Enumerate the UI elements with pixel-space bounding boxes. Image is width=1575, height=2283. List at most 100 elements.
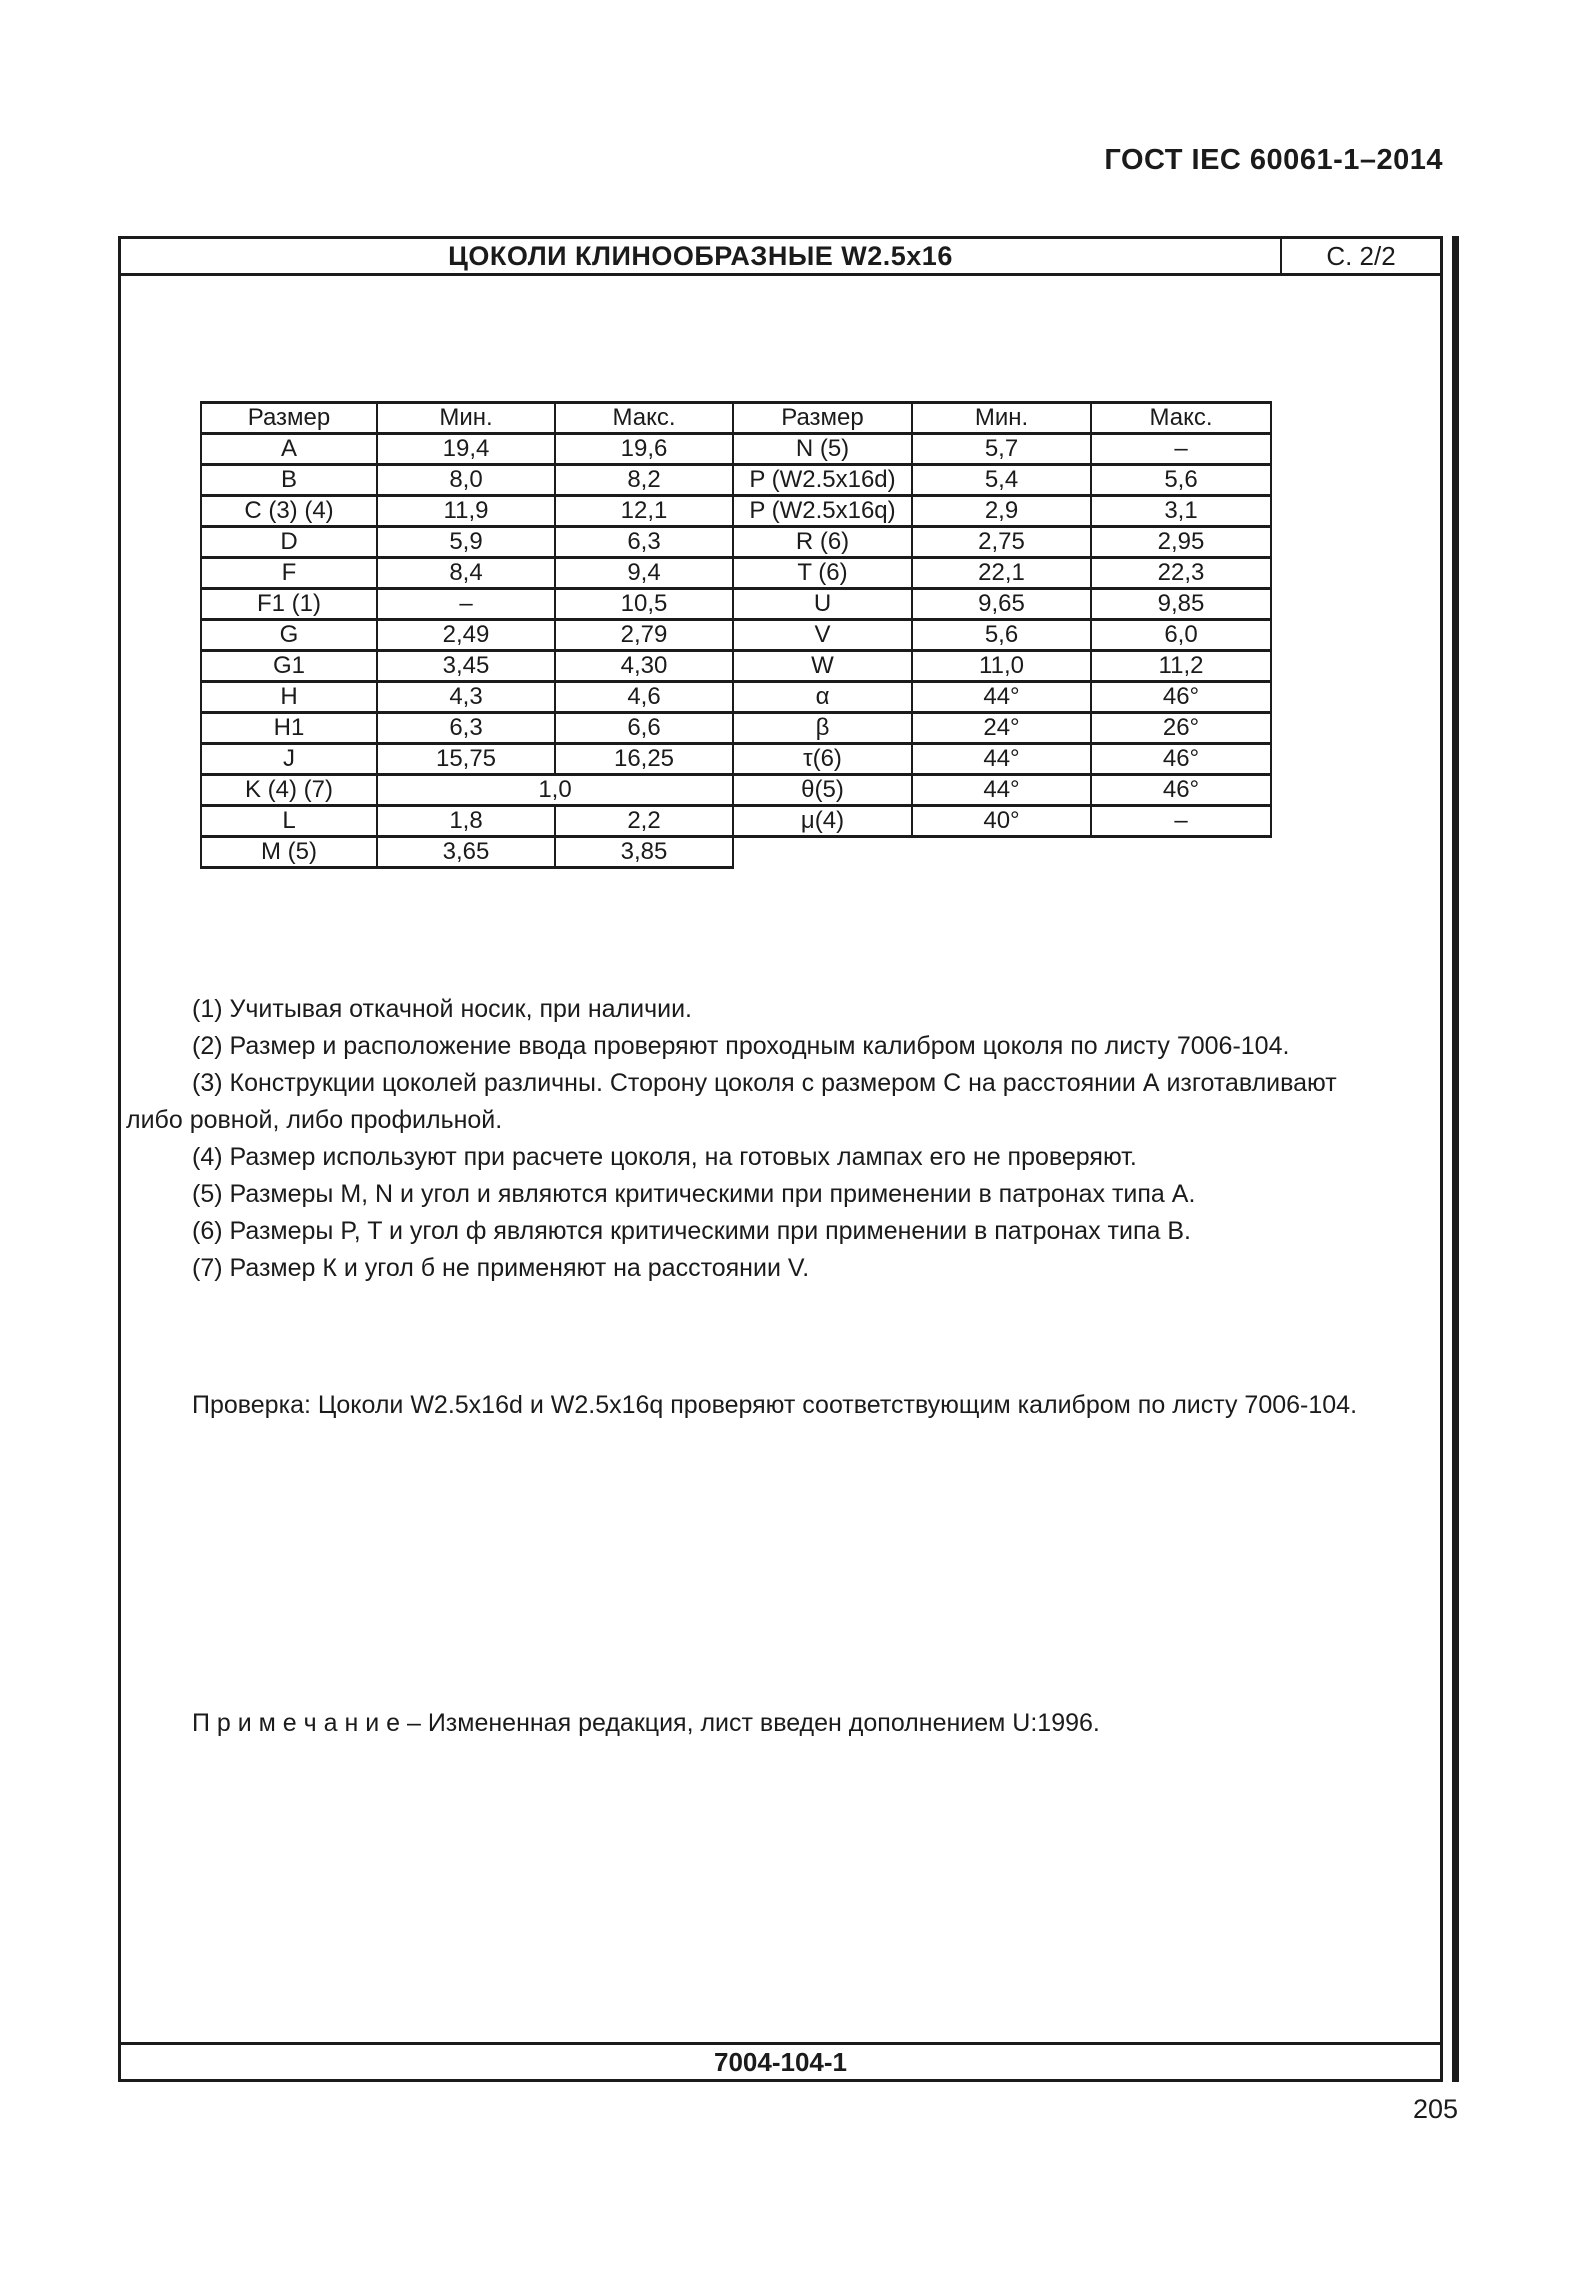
- dimension-value: 2,49: [376, 618, 556, 652]
- dimension-label: N (5): [732, 432, 913, 466]
- dimension-label: F: [200, 556, 378, 590]
- dimension-value: 3,65: [376, 835, 556, 869]
- dimension-value: 3,85: [554, 835, 734, 869]
- dimension-value: 5,6: [1090, 463, 1272, 497]
- dimension-value: 46°: [1090, 742, 1272, 776]
- table-row: C (3) (4) 11,9 12,1 P (W2.5x16q) 2,9 3,1: [200, 494, 1272, 528]
- table-row: L 1,8 2,2 μ(4) 40° –: [200, 804, 1272, 838]
- dimension-value: 2,2: [554, 804, 734, 838]
- table-row: A 19,4 19,6 N (5) 5,7–: [200, 432, 1272, 466]
- footnote-line: (5) Размеры M, N и угол и являются крити…: [192, 1180, 1196, 1208]
- dimension-label: P (W2.5x16q): [732, 494, 913, 528]
- column-header: Мин.: [911, 401, 1092, 435]
- dimension-value: 2,75: [911, 525, 1092, 559]
- dimension-label: H: [200, 680, 378, 714]
- dimension-value: 3,1: [1090, 494, 1272, 528]
- dimension-value: 5,9: [376, 525, 556, 559]
- column-header: Мин.: [376, 401, 556, 435]
- dimension-value: 44°: [911, 742, 1092, 776]
- dimension-value: 19,6: [554, 432, 734, 466]
- dimension-value: 19,4: [376, 432, 556, 466]
- dimension-label: β: [732, 711, 913, 745]
- dimension-label: α: [732, 680, 913, 714]
- binding-rule: [1452, 236, 1459, 2082]
- dimension-value: 1,0: [376, 773, 734, 807]
- table-row: F 8,4 9,4 T (6) 22,1 22,3: [200, 556, 1272, 590]
- dimension-label: τ(6): [732, 742, 913, 776]
- table-row: F1 (1) –10,5 U 9,65 9,85: [200, 587, 1272, 621]
- footnote-line: (3) Конструкции цоколей различны. Сторон…: [192, 1069, 1337, 1097]
- empty-cell: [733, 837, 912, 868]
- dimension-value: 3,45: [376, 649, 556, 683]
- dimension-label: B: [200, 463, 378, 497]
- footnote-line: (4) Размер используют при расчете цоколя…: [192, 1143, 1137, 1171]
- sheet-title: ЦОКОЛИ КЛИНООБРАЗНЫЕ W2.5x16: [448, 240, 953, 271]
- dimension-value: 40°: [911, 804, 1092, 838]
- title-row: ЦОКОЛИ КЛИНООБРАЗНЫЕ W2.5x16 С. 2/2: [121, 239, 1440, 276]
- dimension-value: 4,6: [554, 680, 734, 714]
- footnote-line: (6) Размеры P, T и угол ф являются крити…: [192, 1217, 1191, 1245]
- dimension-label: D: [200, 525, 378, 559]
- dimension-value: 9,65: [911, 587, 1092, 621]
- footnote-line: (1) Учитывая откачной носик, при наличии…: [192, 995, 692, 1023]
- dimension-label: μ(4): [732, 804, 913, 838]
- dimension-value: 9,85: [1090, 587, 1272, 621]
- dimension-label: J: [200, 742, 378, 776]
- dimension-value: θ(5): [732, 773, 913, 807]
- dimension-label: 44°: [911, 773, 1092, 807]
- dimension-value: 16,25: [554, 742, 734, 776]
- remark-note: П р и м е ч а н и е – Измененная редакци…: [192, 1709, 1100, 1737]
- sheet-number-bar: 7004-104-1: [121, 2042, 1440, 2079]
- empty-cell: [1091, 837, 1271, 868]
- dimension-value: 4,3: [376, 680, 556, 714]
- dimension-value: 9,4: [554, 556, 734, 590]
- dimension-value: 12,1: [554, 494, 734, 528]
- dimension-value: 46°: [1090, 680, 1272, 714]
- dimension-value: –: [376, 587, 556, 621]
- dimension-value: 24°: [911, 711, 1092, 745]
- dimension-value: 6,3: [554, 525, 734, 559]
- table-row: K (4) (7) 1,0 θ(5) 44° 46°: [200, 773, 1272, 807]
- dimension-value: 11,9: [376, 494, 556, 528]
- table-row: H 4,3 4,6 α 44° 46°: [200, 680, 1272, 714]
- dimension-value: 11,2: [1090, 649, 1272, 683]
- footnote-line: либо ровной, либо профильной.: [126, 1106, 503, 1134]
- dimension-label: V: [732, 618, 913, 652]
- table-row: D 5,9 6,3 R (6) 2,75 2,95: [200, 525, 1272, 559]
- sheet-number: 7004-104-1: [714, 2046, 847, 2077]
- dimension-label: G: [200, 618, 378, 652]
- dimension-value: 22,1: [911, 556, 1092, 590]
- table-row: H1 6,3 6,6 β 24° 26°: [200, 711, 1272, 745]
- dimension-label: C (3) (4): [200, 494, 378, 528]
- dimension-value: 6,3: [376, 711, 556, 745]
- dimension-label: W: [732, 649, 913, 683]
- dimension-label: H1: [200, 711, 378, 745]
- dimension-label: L: [200, 804, 378, 838]
- sheet-page-indicator: С. 2/2: [1280, 239, 1440, 273]
- dimension-value: 2,79: [554, 618, 734, 652]
- dimension-value: 44°: [911, 680, 1092, 714]
- dimension-label: F1 (1): [200, 587, 378, 621]
- dimension-label: U: [732, 587, 913, 621]
- page-number: 205: [1412, 2094, 1458, 2124]
- sheet-frame: ЦОКОЛИ КЛИНООБРАЗНЫЕ W2.5x16 С. 2/2 Разм…: [118, 236, 1443, 2082]
- check-note: Проверка: Цоколи W2.5x16d и W2.5x16q про…: [192, 1391, 1358, 1419]
- dimension-value: 22,3: [1090, 556, 1272, 590]
- column-header: Макс.: [1090, 401, 1272, 435]
- dimension-value: 2,95: [1090, 525, 1272, 559]
- column-header: Макс.: [554, 401, 734, 435]
- dimension-value: 26°: [1090, 711, 1272, 745]
- dimensions-table: Размер Мин. Макс. Размер Мин. Макс. A 19,4 19,6…: [200, 401, 1272, 869]
- column-header: Размер: [200, 401, 378, 435]
- footnote-line: (7) Размер К и угол б не применяют на ра…: [192, 1254, 810, 1282]
- dimension-value: 5,7: [911, 432, 1092, 466]
- dimension-value: 1,8: [376, 804, 556, 838]
- column-header: Размер: [732, 401, 913, 435]
- standard-number: ГОСТ IEC 60061-1–2014: [1104, 144, 1443, 176]
- dimension-value: 6,6: [554, 711, 734, 745]
- empty-cell: [912, 837, 1091, 868]
- footnotes: (1) Учитывая откачной носик, при наличии…: [126, 991, 1438, 1287]
- dimension-value: 2,9: [911, 494, 1092, 528]
- dimension-value: 10,5: [554, 587, 734, 621]
- table-row: M (5) 3,65 3,85: [200, 835, 1271, 869]
